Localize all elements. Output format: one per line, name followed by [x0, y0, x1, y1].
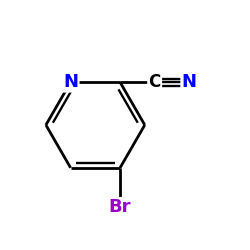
Text: Br: Br	[109, 198, 131, 216]
Text: N: N	[182, 73, 197, 91]
Text: N: N	[63, 73, 78, 91]
Text: C: C	[148, 73, 161, 91]
